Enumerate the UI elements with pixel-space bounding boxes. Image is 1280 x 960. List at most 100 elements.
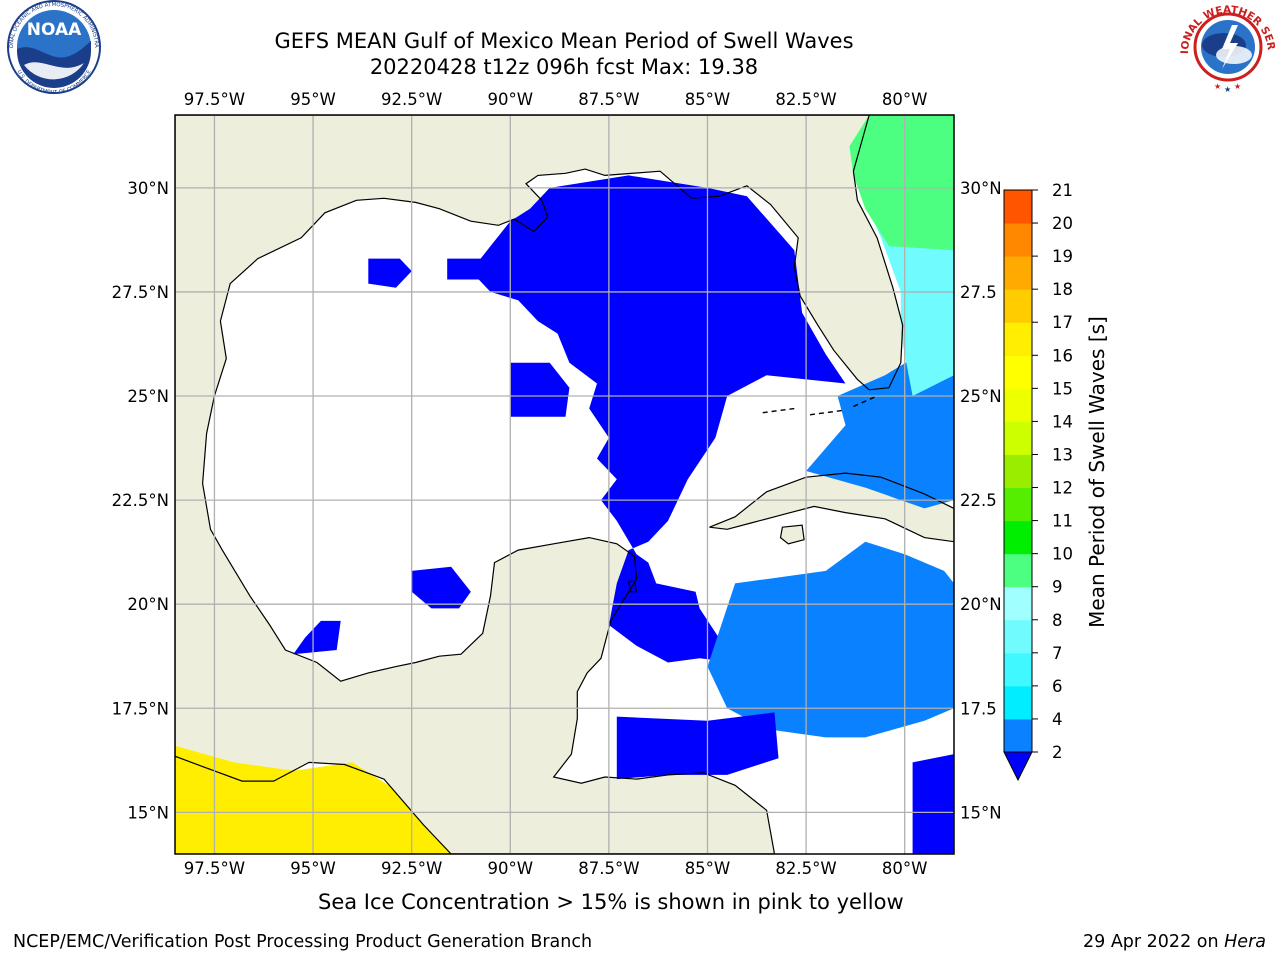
colorbar-segment [1004, 718, 1032, 753]
field-region-central-east-gulf [470, 175, 846, 663]
x-tick-label-top: 90°W [487, 90, 533, 109]
y-tick-label-left: 20°N [127, 595, 169, 614]
colorbar-tick-label: 9 [1052, 578, 1063, 597]
y-tick-label-right: 27.5 [960, 283, 997, 302]
colorbar-segment [1004, 289, 1032, 323]
colorbar-segment [1004, 223, 1032, 257]
colorbar-segment [1004, 256, 1032, 290]
x-tick-label-top: 85°W [685, 90, 731, 109]
y-tick-label-left: 15°N [127, 803, 169, 822]
colorbar-tick-label: 19 [1052, 247, 1073, 266]
axis-ticks: 97.5°W 97.5°W 95°W 95°W 92.5°W 92.5°W 90°W 90°W… [112, 90, 1002, 878]
colorbar-extend-min [1003, 751, 1033, 782]
colorbar-tick-label: 7 [1052, 644, 1063, 663]
colorbar-tick-label: 12 [1052, 479, 1073, 498]
colorbar-segment [1004, 421, 1032, 455]
y-tick-label-left: 25°N [127, 387, 169, 406]
colorbar-segment [1004, 487, 1032, 522]
field-region-north-gulf-patch [447, 258, 491, 280]
star-icon: ★ [1234, 82, 1241, 91]
x-tick-label-top: 97.5°W [184, 90, 245, 109]
coastline [627, 580, 638, 593]
y-tick-label-right: 30°N [960, 179, 1002, 198]
x-tick-label-bottom: 97.5°W [184, 859, 245, 878]
x-tick-label-bottom: 82.5°W [775, 859, 836, 878]
colorbar-segment [1004, 586, 1032, 621]
ice-note: Sea Ice Concentration > 15% is shown in … [318, 890, 904, 914]
colorbar-tick-label: 15 [1052, 379, 1073, 398]
x-tick-label-top: 82.5°W [775, 90, 836, 109]
x-tick-label-bottom: 80°W [882, 859, 928, 878]
coastline [175, 115, 904, 854]
star-icon: ★ [1224, 85, 1231, 94]
colorbar-tick-label: 6 [1052, 677, 1063, 696]
field-region-veracruz-patch [293, 620, 341, 655]
x-tick-label-bottom: 85°W [685, 859, 731, 878]
nws-logo: NATIONAL WEATHER SERVICE ★ ★ ★ [1179, 1, 1277, 94]
coastlines [175, 115, 954, 854]
star-icon: ★ [1214, 82, 1221, 91]
x-tick-label-bottom: 90°W [487, 859, 533, 878]
colorbar-segment [1004, 652, 1032, 687]
colorbar-tick-label: 2 [1052, 743, 1063, 762]
field-region-atlantic-north [849, 115, 954, 251]
y-tick-label-right: 15°N [960, 803, 1002, 822]
gridlines [175, 115, 954, 854]
florida-keys [853, 395, 878, 408]
colorbar: 2 4 6 7 8 9 10 11 12 13 14 15 16 17 18 19 20 21 [1003, 181, 1073, 782]
coastline [709, 472, 954, 543]
colorbar-segment [1004, 355, 1032, 389]
colorbar-tick-label: 14 [1052, 412, 1073, 431]
y-tick-label-left: 17.5°N [112, 699, 169, 718]
swell-period-field [175, 115, 954, 854]
colorbar-segment [1004, 388, 1032, 422]
y-tick-label-right: 22.5 [960, 491, 997, 510]
y-tick-label-left: 22.5°N [112, 491, 169, 510]
map-frame [174, 114, 955, 855]
y-tick-label-right: 20°N [960, 595, 1002, 614]
x-tick-label-bottom: 87.5°W [578, 859, 639, 878]
x-tick-label-top: 87.5°W [578, 90, 639, 109]
x-tick-label-top: 92.5°W [381, 90, 442, 109]
footer-date: 29 Apr 2022 on Hera [1083, 932, 1266, 952]
field-region-caribbean-west [707, 541, 954, 738]
chart-title: GEFS MEAN Gulf of Mexico Mean Period of … [274, 29, 854, 53]
noaa-logo-text: NOAA [27, 20, 82, 40]
colorbar-tick-label: 11 [1052, 512, 1073, 531]
coastline [779, 524, 805, 545]
field-region-campeche-patch [411, 566, 471, 609]
colorbar-tick-label: 16 [1052, 346, 1073, 365]
colorbar-tick-label: 17 [1052, 313, 1073, 332]
x-tick-label-bottom: 95°W [290, 859, 336, 878]
colorbar-label: Mean Period of Swell Waves [s] [1085, 316, 1109, 628]
colorbar-segment [1004, 322, 1032, 356]
footer-date-text: 29 Apr 2022 on [1083, 932, 1225, 952]
isle-of-youth-land [780, 525, 805, 544]
colorbar-frame [1003, 189, 1033, 753]
colorbar-segment [1004, 454, 1032, 489]
y-tick-label-left: 30°N [127, 179, 169, 198]
field-region-caribbean-south [912, 754, 954, 854]
y-tick-label-right: 25°N [960, 387, 1002, 406]
x-tick-label-top: 95°W [290, 90, 336, 109]
colorbar-segment [1004, 190, 1032, 224]
colorbar-segment [1004, 619, 1032, 654]
colorbar-tick-label: 10 [1052, 545, 1073, 564]
colorbar-tick-label: 4 [1052, 710, 1063, 729]
colorbar-segment [1004, 520, 1032, 555]
y-tick-label-left: 27.5°N [112, 283, 169, 302]
chart-subtitle: 20220428 t12z 096h fcst Max: 19.38 [369, 55, 759, 79]
field-region-west-gulf-patch [368, 258, 412, 288]
colorbar-tick-label: 18 [1052, 280, 1073, 299]
colorbar-tick-label: 8 [1052, 611, 1063, 630]
footer-host: Hera [1224, 932, 1266, 952]
x-tick-label-bottom: 92.5°W [381, 859, 442, 878]
colorbar-segment [1004, 553, 1032, 588]
noaa-logo: NOAA NATIONAL OCEANIC AND ATMOSPHERIC AD… [7, 0, 101, 96]
colorbar-tick-label: 20 [1052, 214, 1073, 233]
field-region-honduras-coast [616, 712, 779, 780]
colorbar-tick-label: 13 [1052, 445, 1073, 464]
y-tick-label-right: 17.5 [960, 699, 997, 718]
colorbar-segment [1004, 685, 1032, 720]
